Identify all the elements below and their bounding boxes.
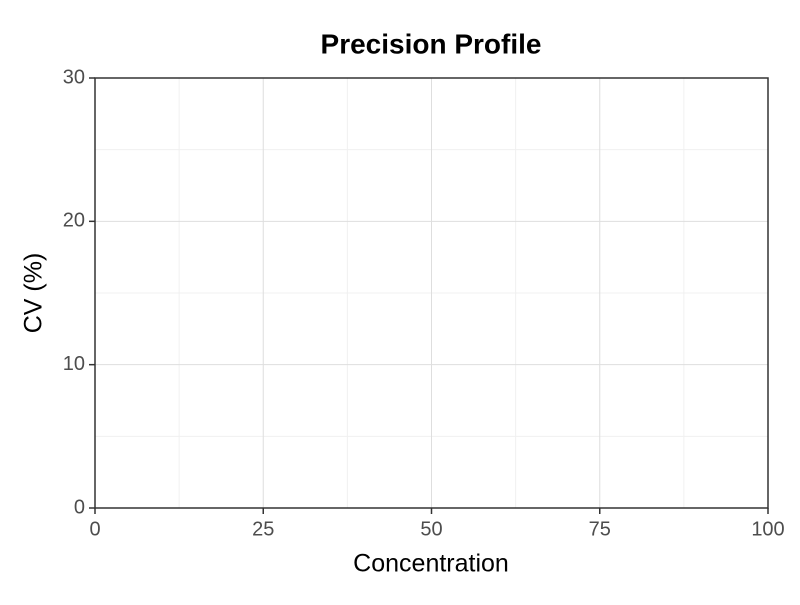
y-tick-label: 10 — [63, 353, 85, 375]
y-tick-label: 20 — [63, 210, 85, 232]
x-tick-label: 0 — [89, 518, 100, 540]
y-tick-label: 30 — [63, 66, 85, 88]
y-axis-label: CV (%) — [20, 253, 48, 334]
y-tick-label: 0 — [74, 496, 85, 518]
x-tick-label: 75 — [589, 518, 611, 540]
x-tick-label: 50 — [420, 518, 442, 540]
x-tick-label: 25 — [252, 518, 274, 540]
x-tick-label: 100 — [751, 518, 784, 540]
panel-border — [94, 77, 769, 509]
x-axis-label: Concentration — [353, 550, 509, 578]
chart-title: Precision Profile — [321, 28, 542, 59]
